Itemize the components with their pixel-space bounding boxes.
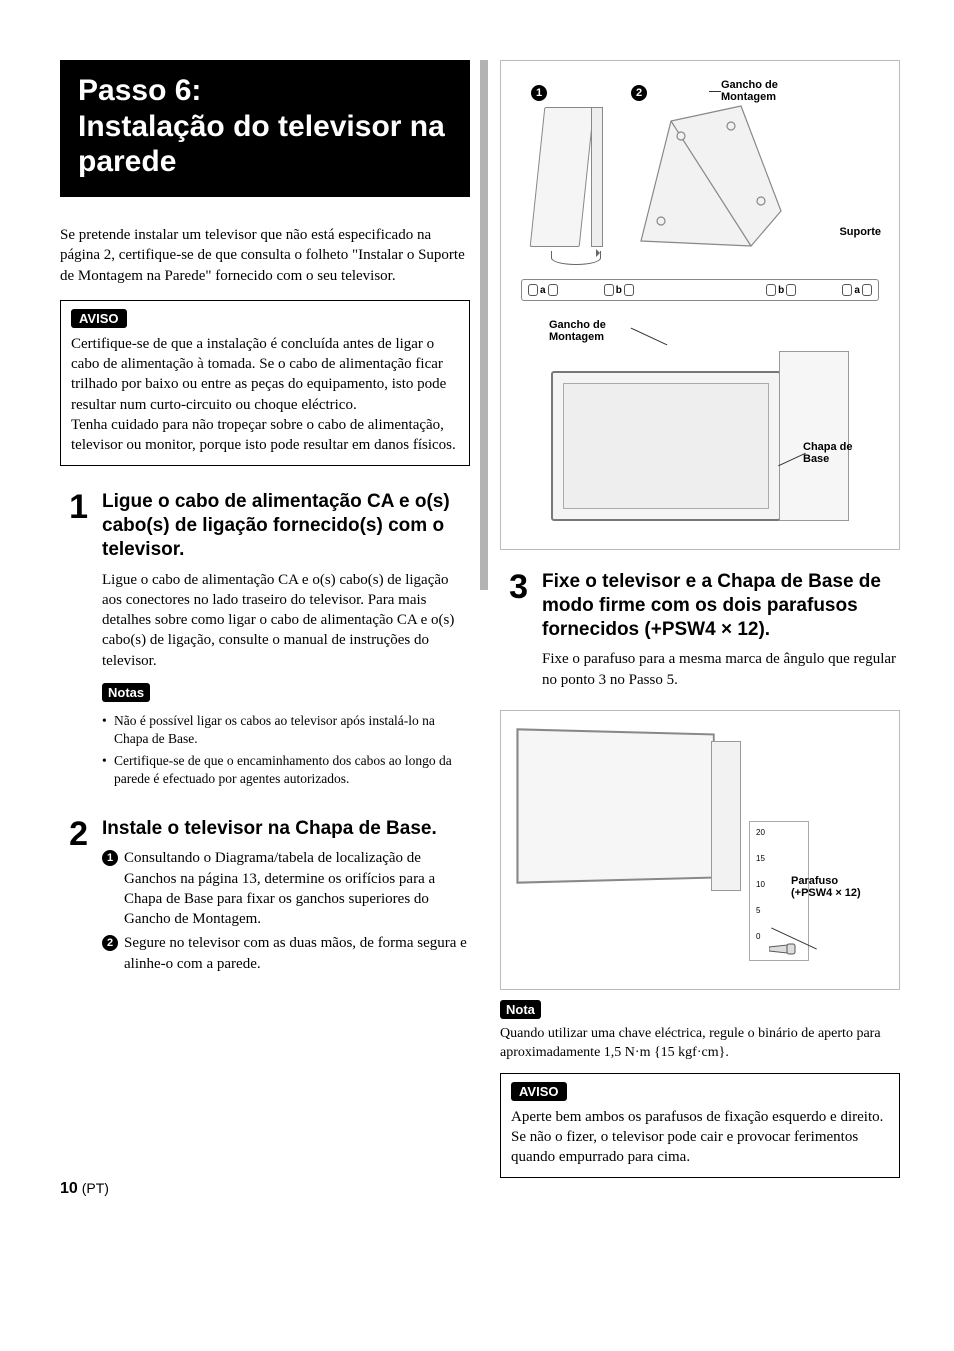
step-2-title: Instale o televisor na Chapa de Base.	[102, 817, 470, 841]
title-line2: Instalação do televisor na parede	[78, 110, 452, 179]
diagram-marker-2-icon: 2	[631, 85, 647, 101]
angle-tick: 15	[756, 854, 765, 863]
diagram2-tv-body	[516, 728, 714, 883]
angle-tick: 0	[756, 932, 760, 941]
step-3-paragraph: Fixe o parafuso para a mesma marca de ân…	[542, 649, 900, 690]
diagram-base-plate	[779, 351, 849, 521]
diagram-screw: 20 15 10 5 0 Parafuso (+PSW4 × 12)	[500, 710, 900, 990]
title-line1: Passo 6:	[78, 74, 452, 108]
diagram2-bracket	[711, 741, 741, 891]
diagram-label-gancho: Gancho de Montagem	[721, 79, 801, 103]
leader-line	[631, 328, 668, 346]
step-2-item-2: 2 Segure no televisor com as duas mãos, …	[102, 933, 470, 974]
step-1-title: Ligue o cabo de alimentação CA e o(s) ca…	[102, 490, 470, 561]
slot-label-a: a	[540, 285, 546, 296]
step-3: 3 Fixe o televisor e a Chapa de Base de …	[500, 570, 900, 698]
step-2-item-1-text: Consultando o Diagrama/tabela de localiz…	[124, 848, 470, 929]
step-1-paragraph: Ligue o cabo de alimentação CA e o(s) ca…	[102, 570, 470, 671]
step-2-item-2-text: Segure no televisor com as duas mãos, de…	[124, 933, 470, 974]
aviso1-text2: Tenha cuidado para não tropeçar sobre o …	[71, 415, 459, 456]
page-number: 10 (PT)	[60, 1180, 109, 1198]
step-3-number: 3	[500, 570, 528, 698]
nota-right-text: Quando utilizar uma chave eléctrica, reg…	[500, 1025, 900, 1063]
diagram-label-gancho-2: Gancho de Montagem	[549, 319, 629, 343]
diagram-tv-side	[530, 107, 595, 247]
step-2: 2 Instale o televisor na Chapa de Base. …	[60, 817, 470, 978]
intro-paragraph: Se pretende instalar um televisor que nã…	[60, 225, 470, 286]
page-number-value: 10	[60, 1180, 78, 1197]
step-3-title: Fixe o televisor e a Chapa de Base de mo…	[542, 570, 900, 641]
sidebar-grey-bar	[480, 60, 488, 590]
notas-badge: Notas	[102, 683, 150, 702]
step-1-notes: Não é possível ligar os cabos ao televis…	[102, 712, 470, 789]
slot-label-b: b	[778, 285, 784, 296]
left-column: Passo 6: Instalação do televisor na pare…	[60, 60, 470, 1178]
angle-tick: 5	[756, 906, 760, 915]
aviso1-text1: Certifique-se de que a instalação é conc…	[71, 334, 459, 415]
slot-label-a: a	[854, 285, 860, 296]
step-1-number: 1	[60, 490, 88, 792]
title-box: Passo 6: Instalação do televisor na pare…	[60, 60, 470, 197]
circle-number-2-icon: 2	[102, 935, 118, 951]
angle-tick: 10	[756, 880, 765, 889]
diagram-tv-edge	[591, 107, 603, 247]
step-2-item-1: 1 Consultando o Diagrama/tabela de local…	[102, 848, 470, 929]
warning-box-2: AVISO Aperte bem ambos os parafusos de f…	[500, 1073, 900, 1179]
right-column: 1 2 Gancho de Montagem	[500, 60, 900, 1178]
diagram-marker-1-icon: 1	[531, 85, 547, 101]
page-lang: (PT)	[82, 1180, 109, 1196]
diagram-hook-bracket	[631, 101, 791, 251]
aviso-badge: AVISO	[71, 309, 127, 328]
diagram-tv-front	[551, 371, 781, 521]
step-1-note-item: Não é possível ligar os cabos ao televis…	[102, 712, 470, 748]
diagram2-label-parafuso: Parafuso (+PSW4 × 12)	[791, 875, 881, 899]
screw-icon	[769, 939, 799, 959]
diagram-mounting: 1 2 Gancho de Montagem	[500, 60, 900, 550]
step-1-note-item: Certifique-se de que o encaminhamento do…	[102, 752, 470, 788]
diagram-label-suporte: Suporte	[839, 226, 881, 238]
step-1: 1 Ligue o cabo de alimentação CA e o(s) …	[60, 490, 470, 792]
slot-label-b: b	[616, 285, 622, 296]
leader-line	[709, 91, 721, 92]
step-2-number: 2	[60, 817, 88, 978]
aviso-badge-2: AVISO	[511, 1082, 567, 1101]
diagram-slot-row: a b b a	[521, 279, 879, 301]
circle-number-1-icon: 1	[102, 850, 118, 866]
angle-tick: 20	[756, 828, 765, 837]
nota-badge: Nota	[500, 1000, 541, 1019]
diagram-rotate-arrow-icon	[551, 251, 601, 265]
warning-box-1: AVISO Certifique-se de que a instalação …	[60, 300, 470, 467]
aviso2-text: Aperte bem ambos os parafusos de fixação…	[511, 1107, 889, 1168]
diagram-label-chapa: Chapa de Base	[803, 441, 877, 465]
